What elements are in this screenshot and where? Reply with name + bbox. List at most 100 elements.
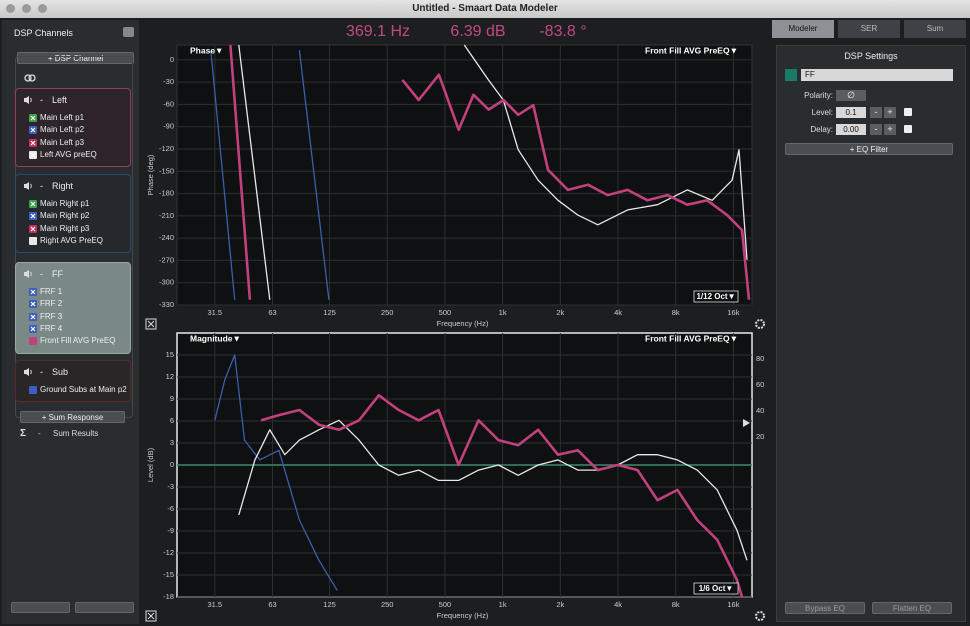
x-axis-label: Frequency (Hz) (437, 319, 489, 328)
tab[interactable]: Sum (904, 20, 966, 38)
speaker-icon[interactable] (23, 95, 33, 105)
item-icon[interactable] (29, 337, 37, 346)
tab[interactable]: Modeler (772, 20, 834, 38)
trace-label: Front Fill AVG PreEQ▼ (645, 333, 738, 343)
group-toggle[interactable]: - (40, 367, 43, 377)
channel-item[interactable]: Main Left p1 (29, 113, 84, 122)
item-icon[interactable] (29, 200, 37, 208)
delete-button[interactable] (75, 602, 134, 613)
item-icon[interactable] (29, 212, 37, 221)
settings-gear[interactable] (755, 611, 765, 621)
channel-select[interactable]: FF (801, 69, 953, 81)
settings-gear[interactable] (755, 319, 765, 329)
trace (238, 419, 748, 561)
channel-item[interactable]: Front Fill AVG PreEQ (29, 336, 115, 346)
group-name: Right (52, 181, 74, 191)
sidebar-title: DSP Channels (14, 28, 73, 38)
trace (401, 73, 751, 300)
y-tick-label: 6 (170, 416, 174, 425)
channel-item[interactable]: Main Left p2 (29, 125, 84, 135)
channel-color (785, 69, 797, 81)
group-toggle[interactable]: - (40, 95, 43, 105)
x-tick-label: 4k (614, 600, 622, 609)
item-icon[interactable] (29, 126, 37, 135)
smoothing-box (693, 582, 739, 595)
channel-group[interactable]: - Sub Ground Subs at Main p2 (15, 360, 131, 403)
delay-minus[interactable]: - (870, 124, 882, 135)
delay-checkbox[interactable] (904, 125, 912, 133)
item-icon[interactable] (29, 300, 37, 309)
item-icon[interactable] (29, 138, 37, 147)
item-icon[interactable] (29, 312, 37, 321)
flatten-eq-button[interactable]: Flatten EQ (872, 602, 952, 614)
channel-item[interactable]: FRF 1 (29, 287, 62, 296)
x-tick-label: 8k (672, 600, 680, 609)
y-tick-label: 9 (170, 394, 174, 403)
item-icon[interactable] (29, 114, 37, 122)
item-icon[interactable] (29, 324, 37, 333)
level-plus[interactable]: + (884, 107, 896, 118)
item-icon[interactable] (29, 386, 37, 394)
sum-toggle[interactable]: - (38, 429, 41, 438)
tab[interactable]: SER (838, 20, 900, 38)
zoom-button[interactable] (38, 4, 47, 13)
polarity-button[interactable]: ∅ (836, 90, 866, 101)
item-icon[interactable] (29, 224, 37, 233)
item-icon[interactable] (29, 288, 37, 296)
close-plot-button[interactable] (145, 610, 157, 622)
channel-item[interactable]: FRF 2 (29, 299, 62, 309)
channel-item[interactable]: Ground Subs at Main p2 (29, 385, 127, 394)
channel-group[interactable]: - Left Main Left p1 Main Left p2 Main Left p… (15, 88, 131, 168)
close-plot-button[interactable] (145, 318, 157, 330)
item-icon[interactable] (29, 150, 37, 159)
y-axis-label: Phase (deg) (146, 154, 155, 195)
link-icon[interactable] (24, 73, 36, 83)
y-tick-label: -240 (159, 233, 174, 242)
menu-button[interactable] (123, 27, 134, 37)
group-name: Sub (52, 367, 69, 377)
channel-item[interactable]: Left AVG preEQ (29, 150, 97, 159)
delay-plus[interactable]: + (884, 124, 896, 135)
channel-item[interactable]: Main Left p3 (29, 138, 84, 147)
x-tick-label: 125 (323, 600, 336, 609)
y-tick-label: -18 (163, 592, 174, 601)
eq-filter-button[interactable]: + EQ Filter (785, 143, 953, 155)
channel-item[interactable]: Right AVG PreEQ (29, 236, 103, 245)
title-bar: Untitled - Smaart Data Modeler (0, 0, 970, 18)
speaker-icon[interactable] (23, 367, 33, 377)
level-minus[interactable]: - (870, 107, 882, 118)
close-button[interactable] (6, 4, 15, 13)
add-channel-button[interactable]: + DSP Channel (17, 52, 134, 64)
channel-item[interactable]: FRF 4 (29, 324, 62, 333)
plot-title: Magnitude▼ (190, 333, 241, 343)
channel-group[interactable]: - Right Main Right p1 Main Right p2 Main Rig… (15, 174, 131, 254)
level-label: Level: (811, 108, 833, 117)
plot-title: Phase▼ (190, 45, 223, 55)
y-tick-label: -330 (159, 300, 174, 309)
y-tick-label: -9 (167, 526, 174, 535)
group-toggle[interactable]: - (40, 181, 43, 191)
level-field[interactable]: 0.1 (836, 107, 866, 118)
polarity-label: Polarity: (804, 91, 833, 100)
trace (298, 50, 330, 300)
add-sum-button[interactable]: + Sum Response (20, 411, 125, 423)
channel-item[interactable]: Main Right p1 (29, 199, 89, 208)
panel-title: DSP Settings (844, 51, 898, 61)
channel-group[interactable]: - FF FRF 1 FRF 2 FRF 3 FRF 4 Front Fill AVG Pr… (15, 262, 131, 354)
y-tick-label: 15 (166, 350, 174, 359)
dsp-settings-panel: DSP Settings FF Polarity: ∅ Level: 0.1 -… (776, 45, 966, 622)
speaker-icon[interactable] (23, 269, 33, 279)
item-icon[interactable] (29, 236, 37, 245)
y-axis-label: Level (dB) (146, 447, 155, 482)
info-button[interactable] (11, 602, 70, 613)
channel-item[interactable]: FRF 3 (29, 312, 62, 321)
level-checkbox[interactable] (904, 108, 912, 116)
speaker-icon[interactable] (23, 181, 33, 191)
channel-item[interactable]: Main Right p2 (29, 211, 89, 221)
x-tick-label: 2k (556, 308, 564, 317)
channel-item[interactable]: Main Right p3 (29, 224, 89, 233)
bypass-eq-button[interactable]: Bypass EQ (785, 602, 865, 614)
minimize-button[interactable] (22, 4, 31, 13)
group-toggle[interactable]: - (40, 269, 43, 279)
delay-field[interactable]: 0.00 (836, 124, 866, 135)
